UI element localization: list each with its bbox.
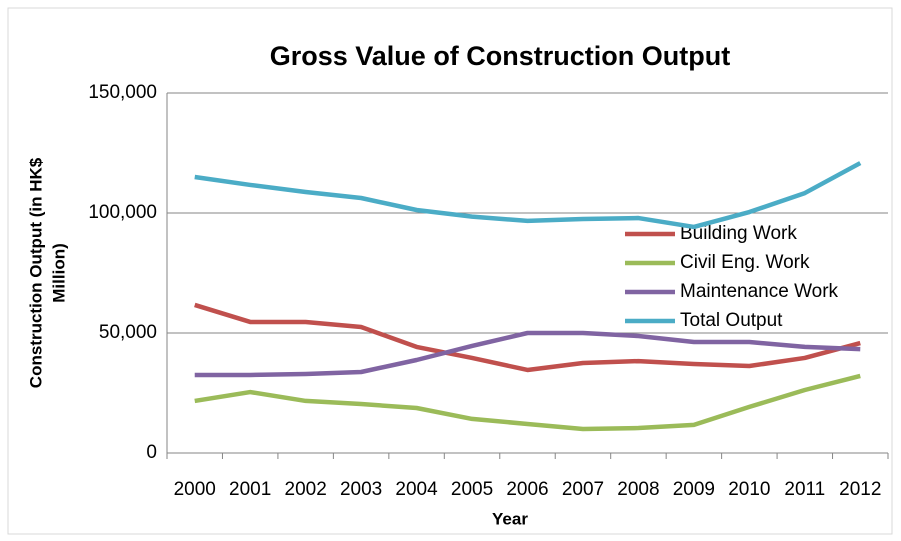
- x-tick-label: 2000: [174, 479, 216, 500]
- x-tick-label: 2005: [451, 479, 493, 500]
- x-tick-label: 2008: [617, 479, 659, 500]
- x-tick-label: 2011: [784, 479, 825, 500]
- x-tick-label: 2009: [673, 479, 715, 500]
- series-line: [194, 330, 861, 378]
- x-tick-label: 2003: [340, 479, 382, 500]
- x-tick-label: 2006: [506, 479, 548, 500]
- x-axis-title: Year: [492, 509, 528, 528]
- legend-label: Total Output: [680, 310, 783, 331]
- y-axis-title: Million): [49, 243, 68, 302]
- x-tick-label: 2001: [229, 479, 271, 500]
- y-tick-label: 50,000: [99, 322, 157, 343]
- series-line: [194, 302, 861, 373]
- chart-border: [7, 7, 893, 535]
- x-tick-label: 2007: [562, 479, 604, 500]
- legend-label: Maintenance Work: [680, 281, 839, 302]
- y-tick-label: 0: [146, 442, 157, 463]
- y-tick-label: 150,000: [88, 82, 157, 103]
- x-tick-label: 2002: [285, 479, 327, 500]
- x-tick-label: 2012: [839, 479, 881, 500]
- series-line: [194, 161, 862, 230]
- series-line: [194, 373, 861, 432]
- chart-title: Gross Value of Construction Output: [270, 41, 731, 71]
- x-tick-label: 2010: [728, 479, 770, 500]
- legend-label: Civil Eng. Work: [680, 252, 810, 273]
- y-axis-title: Construction Output (in HK$: [26, 157, 45, 388]
- x-tick-label: 2004: [395, 479, 438, 500]
- legend-label: Building Work: [680, 223, 797, 244]
- y-tick-label: 100,000: [88, 202, 157, 223]
